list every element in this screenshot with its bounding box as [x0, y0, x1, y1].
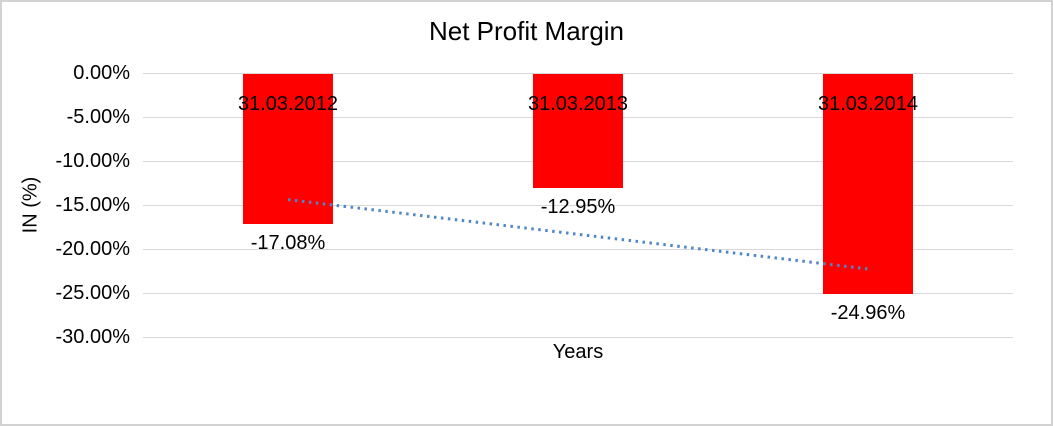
y-tick-label: -30.00% — [55, 326, 131, 348]
plot-area: 31.03.2012 -17.08% 31.03.2013 -12.95% 31.03.… — [143, 73, 1013, 338]
chart-title: Net Profit Margin — [428, 16, 625, 46]
data-label: -17.08% — [250, 232, 326, 255]
gridline — [143, 73, 1013, 74]
category-label: 31.03.2012 — [237, 93, 339, 115]
y-tick-label: -10.00% — [55, 150, 131, 172]
gridline — [143, 337, 1013, 338]
y-tick-label: -20.00% — [55, 238, 131, 260]
bar-31.03.2013 — [533, 74, 623, 188]
category-label: 31.03.2013 — [527, 93, 629, 115]
data-label: -24.96% — [830, 301, 906, 324]
y-tick-label: -15.00% — [55, 194, 131, 216]
y-tick-label: 0.00% — [73, 62, 130, 84]
gridline — [143, 293, 1013, 294]
y-tick-label: -25.00% — [55, 282, 131, 304]
x-axis-title: Years — [552, 341, 604, 363]
category-label: 31.03.2014 — [817, 93, 919, 115]
y-tick-label: -5.00% — [66, 106, 130, 128]
data-label: -12.95% — [540, 195, 616, 218]
